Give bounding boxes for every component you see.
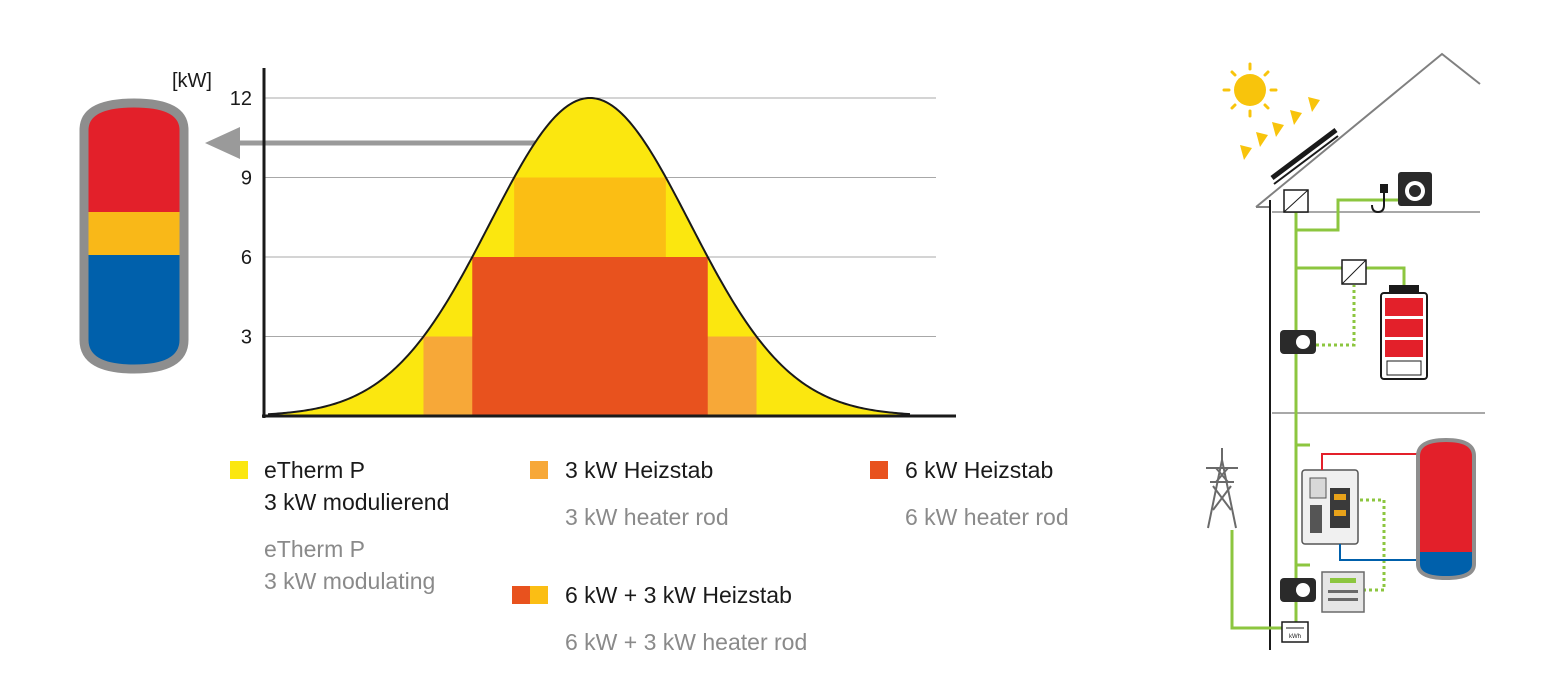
y-tick-label-3: 3 — [241, 327, 252, 349]
y-tick-label-6: 6 — [241, 247, 252, 269]
washing-machine-icon — [1398, 172, 1432, 206]
flow-arrow-icon — [205, 127, 565, 159]
heater-controller-icon — [1301, 453, 1420, 561]
block-9kw — [514, 177, 666, 257]
legend-swatch-9kw-b — [530, 586, 548, 604]
legend-etherm-en-line1: eTherm P — [264, 536, 365, 562]
kwh-meter-icon: kWh — [1281, 621, 1309, 643]
legend-6kw-de: 6 kW Heizstab — [905, 457, 1054, 483]
y-tick-label-9: 9 — [241, 168, 252, 190]
legend-etherm-de-line2: 3 kW modulierend — [264, 489, 450, 515]
block-6kw — [472, 257, 708, 416]
hot-water-tank-icon — [1416, 437, 1476, 581]
legend-6kw-en: 6 kW heater rod — [905, 504, 1069, 530]
legend-swatch-3kw — [530, 461, 548, 479]
sun-icon — [1222, 62, 1320, 160]
etherm-curve-outline — [267, 96, 911, 416]
legend-swatch-etherm — [230, 461, 248, 479]
heater-blocks — [423, 177, 757, 416]
battery-icon — [1380, 285, 1428, 380]
legend-etherm-en-line2: 3 kW modulating — [264, 568, 436, 594]
power-chart: 3 6 9 12 — [230, 68, 956, 418]
house-schematic: kWh — [1206, 52, 1485, 650]
legend-9kw-de: 6 kW + 3 kW Heizstab — [565, 582, 792, 608]
legend-swatch-6kw — [870, 461, 888, 479]
wiring — [1230, 198, 1406, 630]
power-meter-icon — [1280, 330, 1316, 602]
solar-panel-icon — [1270, 128, 1339, 185]
kwh-meter-label: kWh — [1289, 634, 1301, 640]
plug-icon — [1371, 184, 1388, 214]
inverter-icon — [1283, 189, 1309, 213]
legend-3kw-de: 3 kW Heizstab — [565, 457, 714, 483]
y-axis-unit: [kW] — [172, 70, 212, 92]
legend-9kw-en: 6 kW + 3 kW heater rod — [565, 629, 808, 655]
power-pylon-icon — [1206, 448, 1238, 529]
y-tick-label-12: 12 — [230, 88, 252, 110]
battery-inverter-icon — [1341, 259, 1367, 285]
storage-tank-icon — [79, 98, 189, 374]
legend-etherm-de-line1: eTherm P — [264, 457, 365, 483]
y-tick-labels: 3 6 9 12 — [230, 88, 252, 349]
legend-3kw-en: 3 kW heater rod — [565, 504, 729, 530]
legend-swatch-9kw-a — [512, 586, 530, 604]
control-module-icon — [1321, 571, 1365, 613]
